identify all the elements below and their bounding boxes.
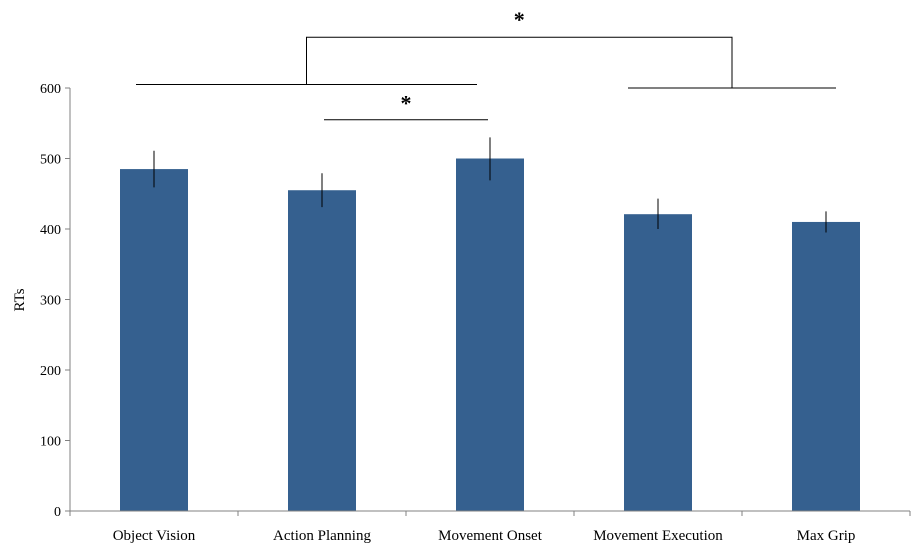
sig-star-short: * [401, 91, 412, 116]
category-label: Action Planning [273, 528, 371, 544]
y-tick-label: 100 [40, 435, 61, 450]
y-tick-label: 200 [40, 364, 61, 379]
bar-max-grip [792, 221, 860, 511]
y-tick-label: 0 [54, 505, 61, 520]
category-labels: Object Vision Action Planning Movement Ons… [113, 528, 856, 544]
sig-bracket-long [306, 36, 733, 88]
bar-movement-execution [624, 214, 692, 511]
y-axis-label: RTs [12, 288, 28, 311]
y-tick-label: 500 [40, 153, 61, 168]
bar-object-vision [120, 169, 188, 511]
bar-movement-onset [456, 158, 524, 511]
category-label: Movement Execution [593, 528, 723, 544]
error-bars [153, 137, 827, 233]
y-tick-label: 400 [40, 223, 61, 238]
bar-action-planning [288, 190, 356, 511]
category-label: Movement Onset [438, 528, 543, 544]
sig-star-long: * [514, 7, 525, 32]
y-tick-label: 600 [40, 82, 61, 97]
bars [120, 158, 860, 511]
y-ticks: 0 100 200 300 400 500 600 [40, 82, 911, 520]
y-tick-label: 300 [40, 294, 61, 309]
significance-brackets: ** [136, 7, 836, 121]
category-label: Object Vision [113, 528, 196, 544]
category-label: Max Grip [797, 528, 856, 544]
